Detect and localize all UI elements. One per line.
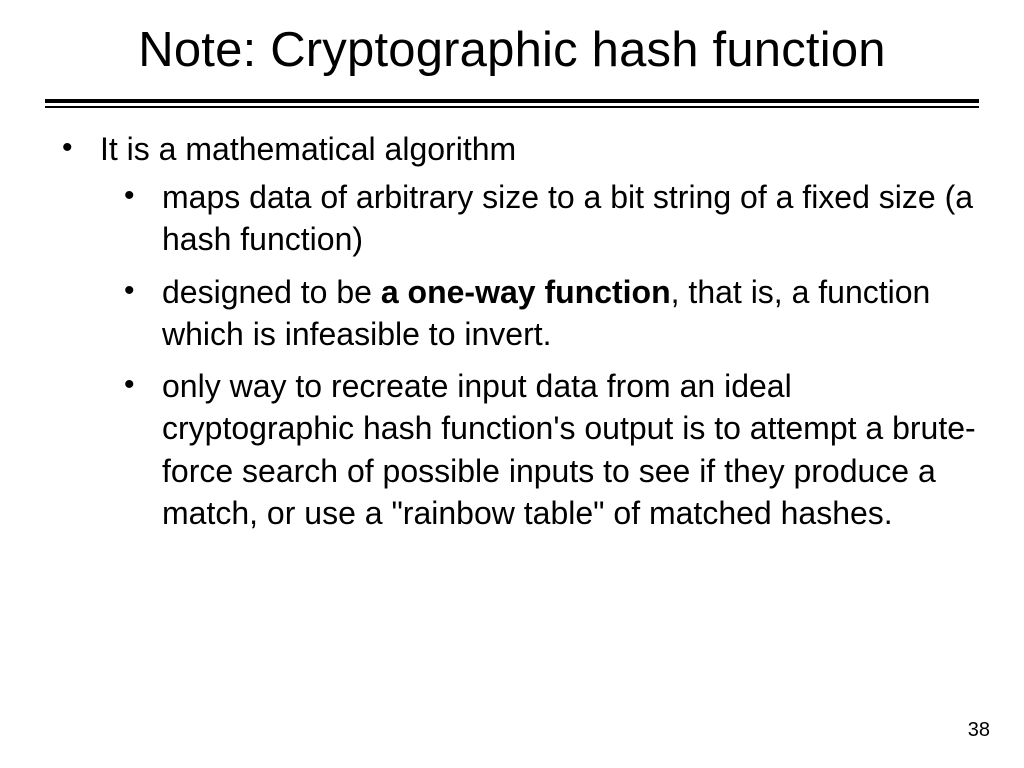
list-item: designed to be a one-way function, that … (100, 271, 980, 355)
list-item: only way to recreate input data from an … (100, 365, 980, 534)
list-item: maps data of arbitrary size to a bit str… (100, 176, 980, 260)
slide-body: It is a mathematical algorithm maps data… (50, 128, 980, 544)
rule-thick (45, 99, 979, 103)
page-number: 38 (968, 719, 990, 742)
title-underline (45, 99, 979, 108)
bullet-text: only way to recreate input data from an … (162, 368, 976, 531)
bullet-list-level2: maps data of arbitrary size to a bit str… (100, 176, 980, 534)
bullet-text: maps data of arbitrary size to a bit str… (162, 179, 973, 257)
rule-thin (45, 106, 979, 108)
list-item: It is a mathematical algorithm maps data… (50, 128, 980, 534)
bullet-text-bold: a one-way function (381, 274, 671, 310)
bullet-list-level1: It is a mathematical algorithm maps data… (50, 128, 980, 534)
bullet-text: It is a mathematical algorithm (100, 131, 516, 167)
slide: Note: Cryptographic hash function It is … (0, 0, 1024, 768)
slide-title: Note: Cryptographic hash function (0, 22, 1024, 78)
bullet-text-prefix: designed to be (162, 274, 381, 310)
